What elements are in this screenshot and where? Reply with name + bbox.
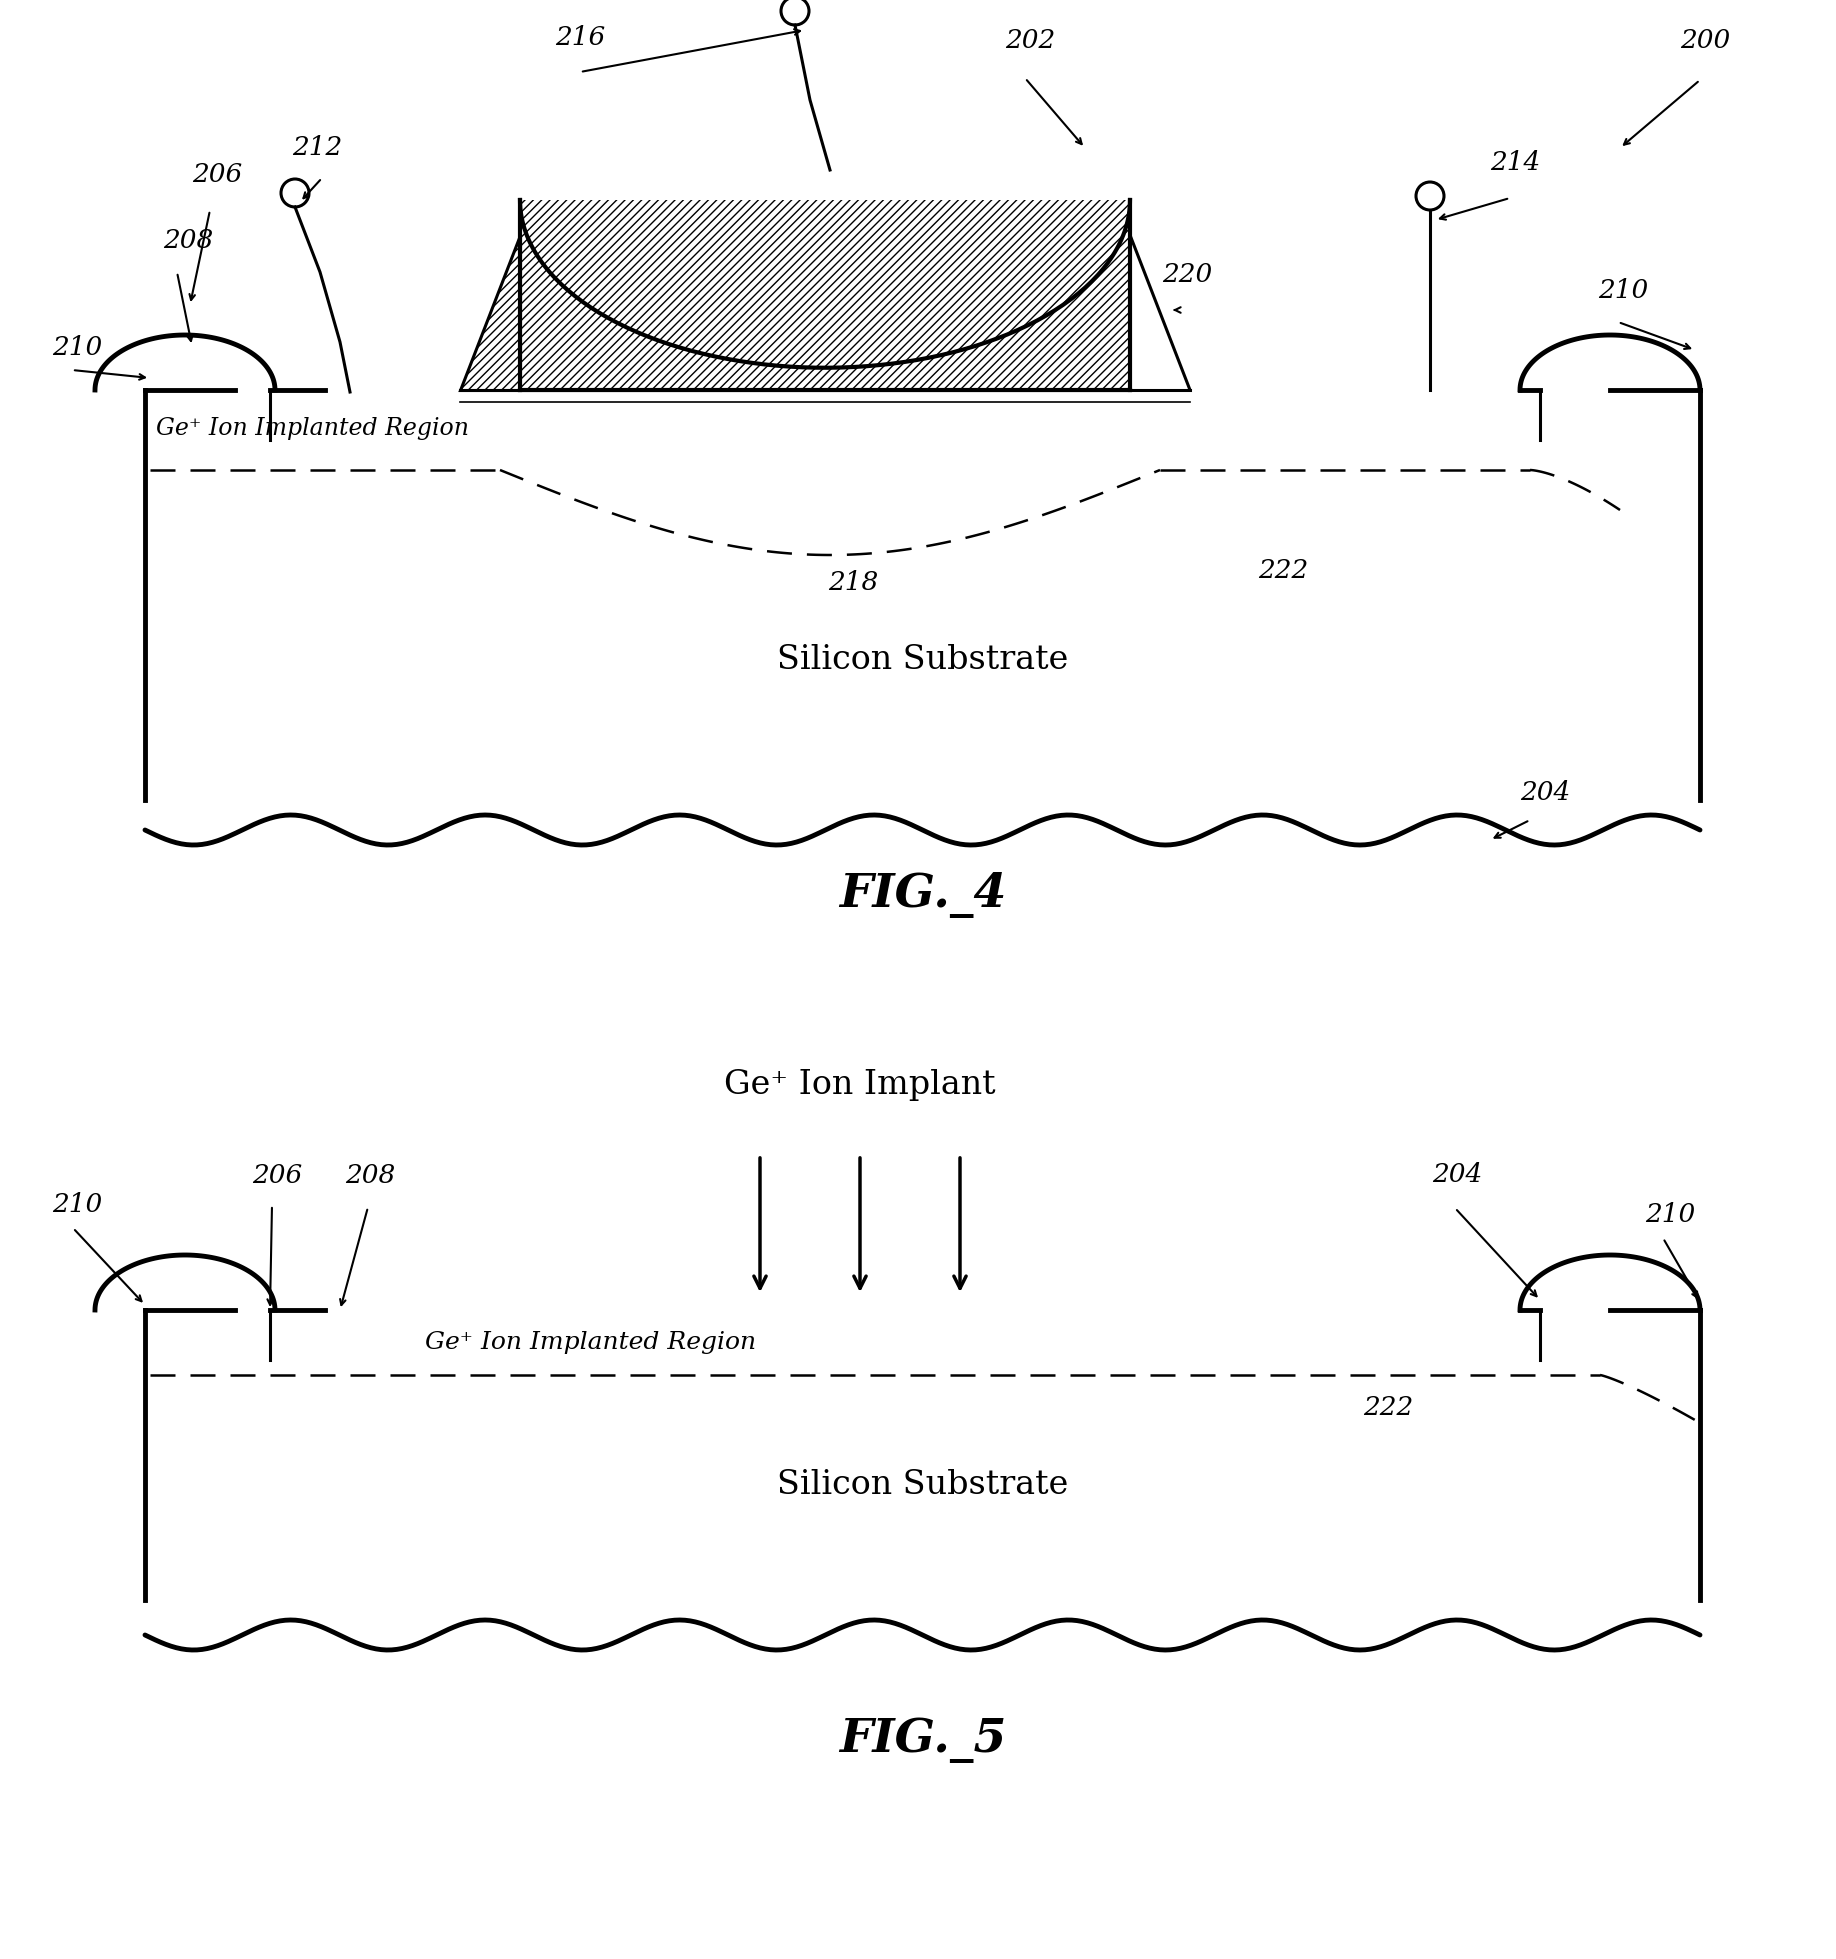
Text: 202: 202 <box>1004 27 1056 53</box>
Text: Silicon Substrate: Silicon Substrate <box>777 1469 1069 1501</box>
Text: 218: 218 <box>828 570 878 596</box>
Text: 208: 208 <box>163 227 213 253</box>
Text: 204: 204 <box>1432 1162 1482 1187</box>
Text: Silicon Substrate: Silicon Substrate <box>777 645 1069 676</box>
Text: 216: 216 <box>554 25 606 51</box>
Text: 200: 200 <box>1680 27 1730 53</box>
Text: 206: 206 <box>193 163 242 186</box>
Text: 210: 210 <box>51 335 103 360</box>
Polygon shape <box>520 200 1129 368</box>
Text: 222: 222 <box>1362 1395 1414 1420</box>
Bar <box>461 390 1190 441</box>
Text: 222: 222 <box>1258 558 1309 584</box>
Text: Ge⁺ Ion Implant: Ge⁺ Ion Implant <box>723 1070 995 1101</box>
Text: 210: 210 <box>1645 1203 1695 1226</box>
Polygon shape <box>520 200 1129 368</box>
Text: FIG._4: FIG._4 <box>839 872 1006 919</box>
Text: 220: 220 <box>1162 263 1212 288</box>
Text: FIG._5: FIG._5 <box>839 1716 1006 1763</box>
Text: 206: 206 <box>252 1164 303 1187</box>
Polygon shape <box>1129 235 1190 390</box>
Text: 210: 210 <box>1597 278 1649 304</box>
Text: 214: 214 <box>1491 151 1540 174</box>
Text: 204: 204 <box>1520 780 1570 805</box>
Bar <box>520 200 1129 390</box>
Text: 210: 210 <box>51 1191 103 1217</box>
Text: 208: 208 <box>345 1164 395 1187</box>
Text: 212: 212 <box>292 135 341 161</box>
Text: Ge⁺ Ion Implanted Region: Ge⁺ Ion Implanted Region <box>156 417 468 439</box>
Text: Ge⁺ Ion Implanted Region: Ge⁺ Ion Implanted Region <box>424 1330 756 1354</box>
Polygon shape <box>461 235 520 390</box>
